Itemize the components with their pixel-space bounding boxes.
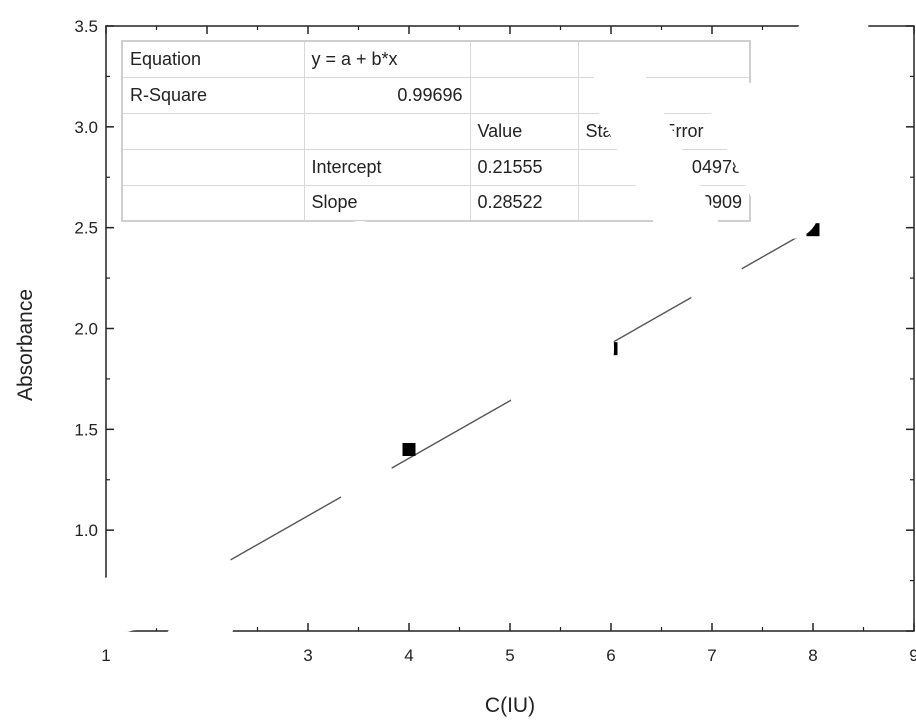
- y-tick-label: 3.0: [74, 118, 98, 137]
- rsq-value: 0.99696: [303, 76, 471, 114]
- y-tick-label: 2.0: [74, 320, 98, 339]
- empty-cell: [577, 76, 751, 114]
- slope-value: 0.28522: [469, 184, 579, 222]
- equation-value: y = a + b*x: [303, 40, 471, 78]
- intercept-label: Intercept: [303, 148, 471, 186]
- fit-results-table: Equation y = a + b*x R-Square 0.99696 Va…: [121, 40, 751, 222]
- x-tick-label: 1: [101, 646, 110, 665]
- y-axis-title: Absorbance: [14, 289, 37, 401]
- x-tick-label: 2: [202, 646, 211, 665]
- x-tick-label: 6: [606, 646, 615, 665]
- empty-cell: [303, 112, 471, 150]
- data-point: [200, 572, 214, 586]
- fit-line: [206, 227, 814, 574]
- table-row: Equation y = a + b*x: [121, 40, 751, 78]
- empty-cell: [121, 148, 305, 186]
- empty-cell: [469, 40, 579, 78]
- intercept-error: 0.04978: [577, 148, 751, 186]
- equation-label: Equation: [121, 40, 305, 78]
- value-header: Value: [469, 112, 579, 150]
- slope-label: Slope: [303, 184, 471, 222]
- y-tick-label: 0.5: [74, 622, 98, 641]
- slope-error: 0.00909: [577, 184, 751, 222]
- table-row: Intercept 0.21555 0.04978: [121, 148, 751, 186]
- x-tick-label: 4: [404, 646, 413, 665]
- stderr-header: Standard Error: [577, 112, 751, 150]
- data-point: [402, 443, 416, 456]
- empty-cell: [121, 112, 305, 150]
- rsq-label: R-Square: [121, 76, 305, 114]
- empty-cell: [577, 40, 751, 78]
- table-row: Value Standard Error: [121, 112, 751, 150]
- y-tick-label: 1.5: [74, 420, 98, 439]
- empty-cell: [121, 184, 305, 222]
- x-tick-label: 3: [303, 646, 312, 665]
- y-tick-label: 1.0: [74, 521, 98, 540]
- table-row: Slope 0.28522 0.00909: [121, 184, 751, 222]
- x-tick-label: 7: [707, 646, 716, 665]
- data-point: [806, 223, 820, 237]
- y-tick-label: 3.5: [74, 17, 98, 36]
- empty-cell: [469, 76, 579, 114]
- y-tick-label: 2.5: [74, 219, 98, 238]
- x-tick-label: 5: [505, 646, 514, 665]
- x-tick-label: 9: [909, 646, 916, 665]
- table-row: R-Square 0.99696: [121, 76, 751, 114]
- x-tick-label: 8: [808, 646, 817, 665]
- intercept-value: 0.21555: [469, 148, 579, 186]
- x-axis-title: C(IU): [485, 694, 535, 717]
- data-point: [604, 342, 618, 356]
